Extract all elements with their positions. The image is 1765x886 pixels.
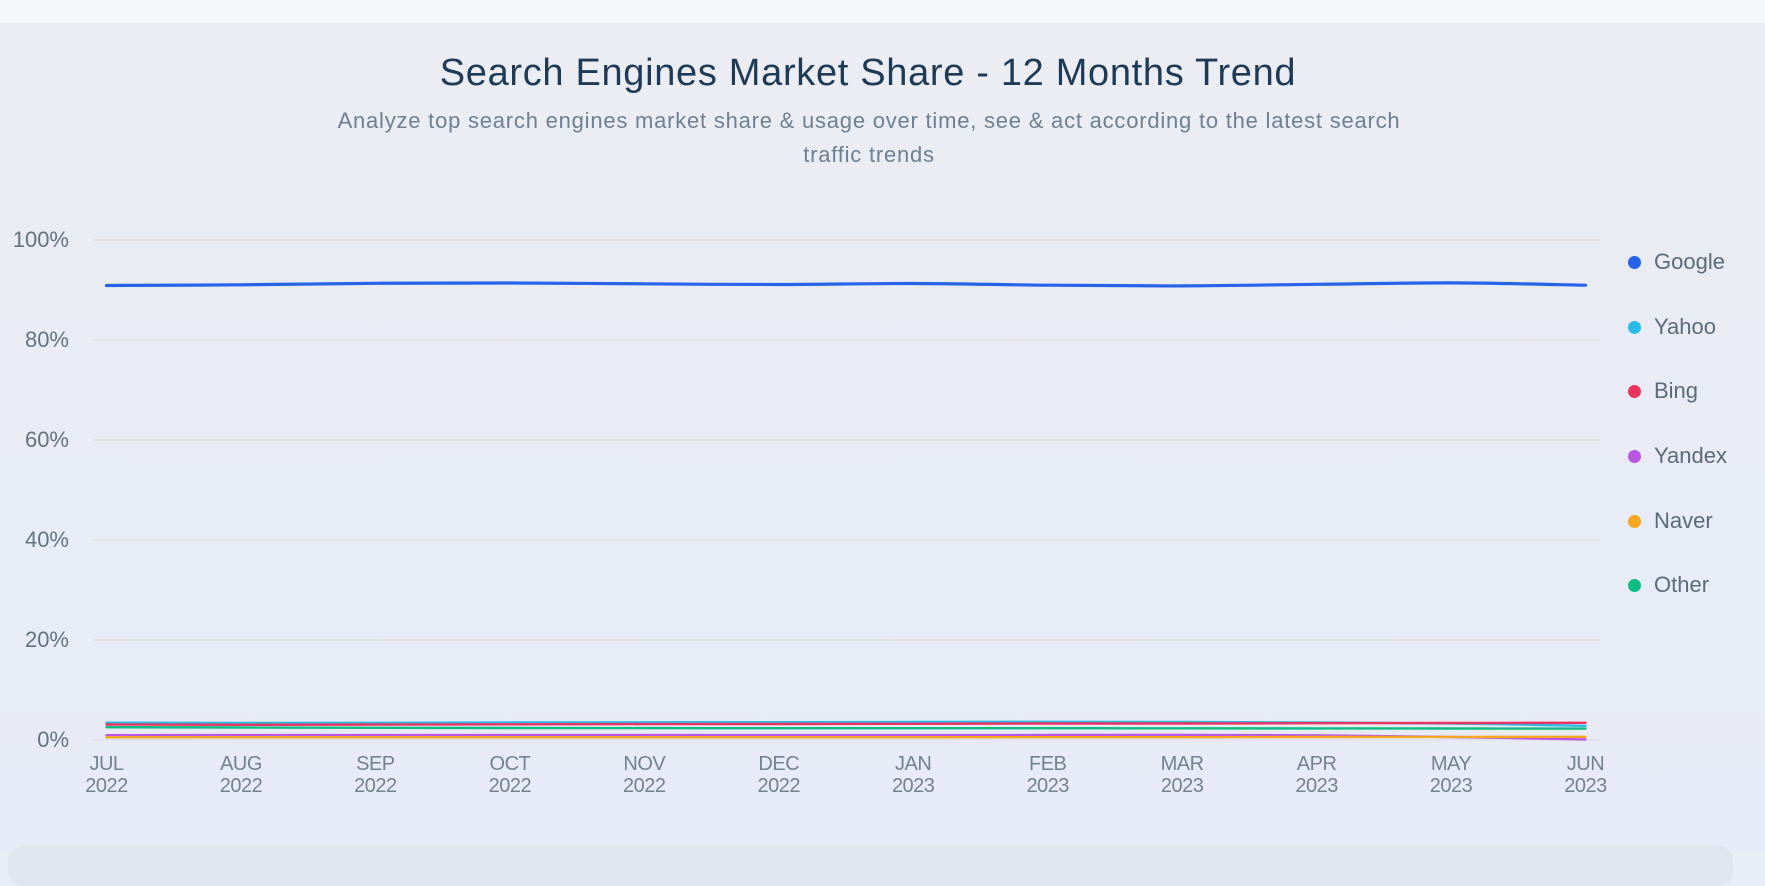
svg-text:100%: 100%	[13, 227, 69, 252]
svg-text:40%: 40%	[25, 527, 69, 552]
svg-text:20%: 20%	[25, 627, 69, 652]
svg-text:60%: 60%	[25, 427, 69, 452]
svg-text:80%: 80%	[25, 327, 69, 352]
svg-text:0%: 0%	[37, 727, 69, 752]
